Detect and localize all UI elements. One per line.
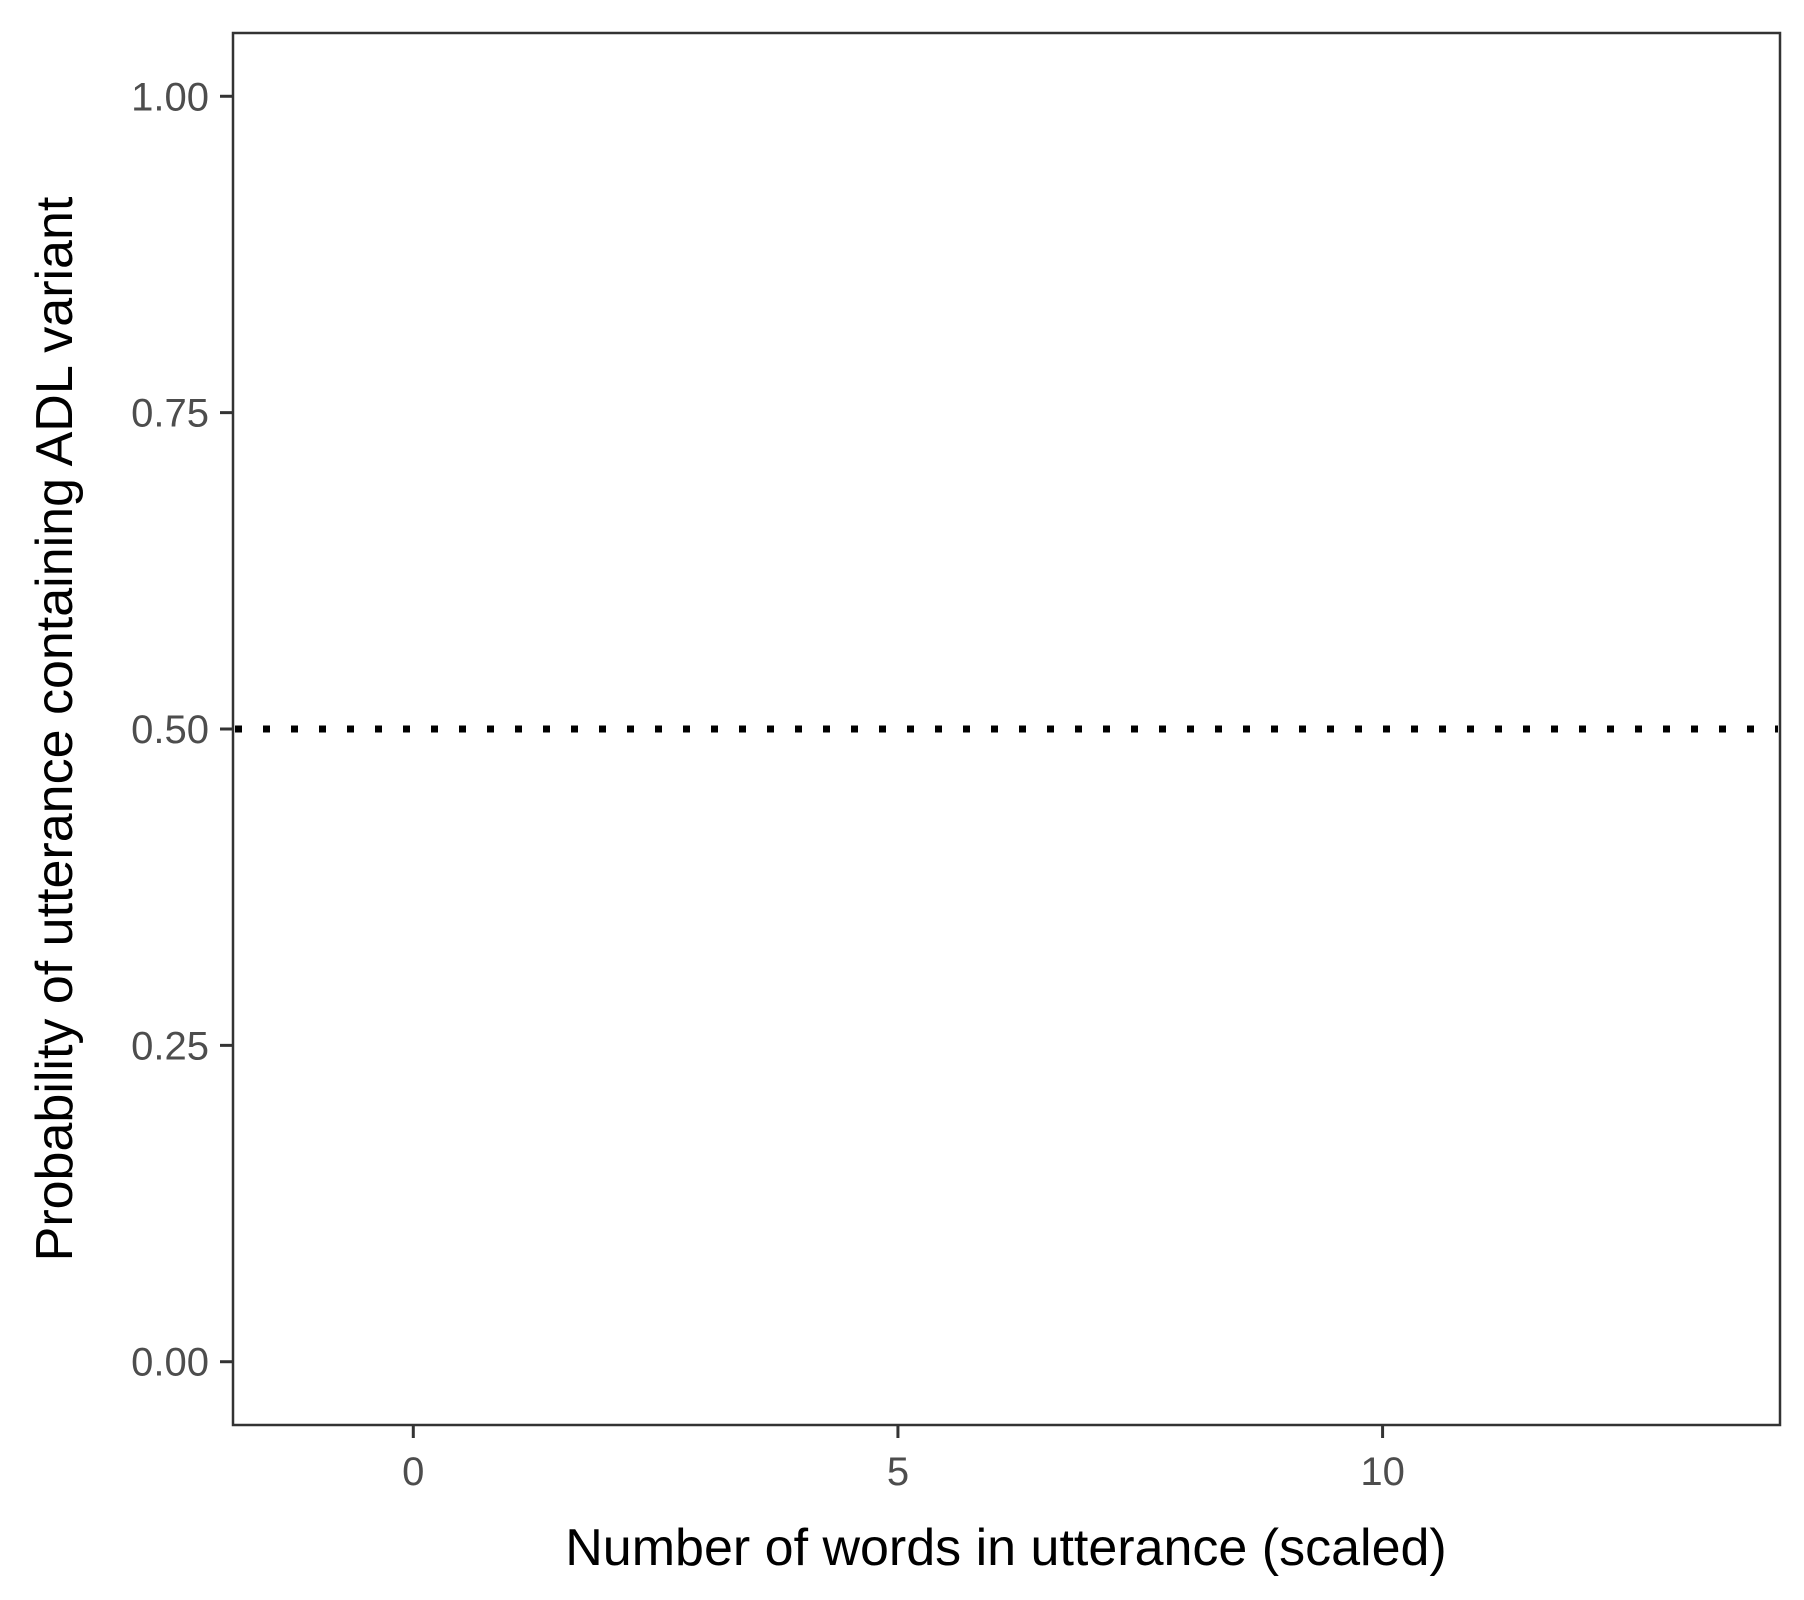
x-tick-label: 0 (402, 1450, 424, 1494)
y-tick-label: 0.00 (131, 1341, 209, 1385)
y-tick-label: 0.25 (131, 1024, 209, 1068)
y-tick-label: 0.50 (131, 708, 209, 752)
x-axis: 0 5 10 (402, 1425, 1405, 1494)
x-axis-title: Number of words in utterance (scaled) (565, 1519, 1447, 1577)
y-tick-label: 0.75 (131, 392, 209, 436)
x-tick-label: 10 (1360, 1450, 1405, 1494)
y-axis-title: Probability of utterance containing ADL … (26, 196, 84, 1261)
x-tick-label: 5 (887, 1450, 909, 1494)
y-axis: 0.00 0.25 0.50 0.75 1.00 (131, 75, 233, 1385)
y-tick-label: 1.00 (131, 75, 209, 119)
